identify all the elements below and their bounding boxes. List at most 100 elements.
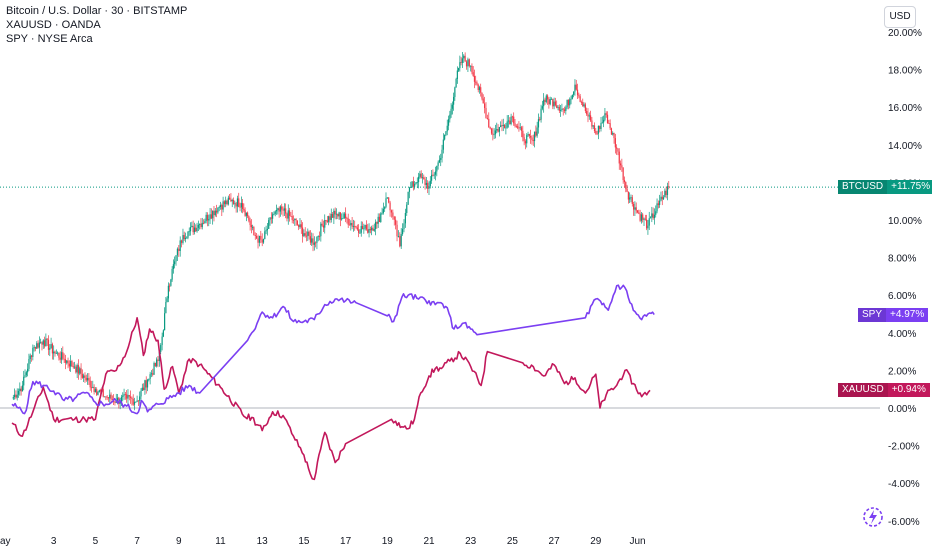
btc-candle	[530, 129, 532, 144]
btc-candle	[27, 363, 29, 377]
btc-candle	[226, 199, 228, 206]
btc-candle	[486, 114, 488, 120]
spy-badge-symbol: SPY	[858, 307, 887, 322]
btc-candle	[221, 203, 223, 217]
btc-candle	[161, 332, 163, 351]
xau-series-line	[11, 317, 651, 481]
btc-candle	[662, 195, 665, 200]
btc-candle	[64, 354, 67, 370]
btc-candle	[90, 380, 93, 393]
btc-candle	[160, 343, 162, 355]
btc-candle	[440, 153, 442, 167]
btc-candle	[532, 134, 534, 146]
btc-candle	[145, 376, 147, 394]
btc-candle	[107, 397, 110, 402]
btc-candle	[92, 380, 94, 389]
btc-candle	[595, 128, 597, 135]
btc-candle	[244, 207, 246, 217]
btc-candle	[610, 127, 613, 136]
btc-candle	[478, 85, 481, 94]
btc-candle	[554, 97, 557, 107]
btc-candle	[597, 125, 600, 140]
btc-candle	[183, 231, 185, 241]
btc-candle	[589, 110, 592, 123]
tradingview-logo-icon[interactable]	[862, 506, 884, 528]
btc-candle	[153, 361, 155, 376]
btc-candle	[215, 204, 218, 218]
btc-candle	[273, 211, 275, 216]
btc-candle	[202, 219, 205, 225]
btc-candle	[265, 225, 267, 235]
legend-spy[interactable]: SPY · NYSE Arca	[6, 33, 93, 45]
btc-candle	[407, 191, 409, 205]
btc-candle	[587, 108, 589, 123]
btc-candle	[282, 206, 284, 217]
currency-button[interactable]: USD	[884, 6, 916, 28]
btc-candle	[281, 203, 283, 215]
legend-xau[interactable]: XAUUSD · OANDA	[6, 19, 101, 31]
btc-candle	[431, 169, 433, 184]
btc-candle	[36, 341, 38, 349]
btc-candle	[288, 207, 291, 222]
btc-candle	[417, 172, 420, 189]
btc-price-badge: BTCUSD +11.75%	[838, 180, 932, 195]
btc-candle	[333, 208, 335, 224]
x-tick-label: 13	[257, 536, 269, 547]
xau-price-badge: XAUUSD +0.94%	[838, 383, 930, 398]
btc-candle	[23, 370, 25, 391]
btc-candle	[571, 94, 573, 100]
x-tick-label: 23	[465, 536, 477, 547]
btc-candle	[616, 144, 618, 155]
btc-candle	[639, 209, 641, 223]
btc-candle	[223, 200, 226, 208]
x-tick-label: 5	[93, 536, 99, 547]
btc-candle	[303, 229, 305, 238]
btc-candle	[410, 181, 412, 189]
btc-candle	[184, 232, 187, 243]
btc-candle	[660, 191, 662, 202]
btc-candle	[526, 133, 528, 148]
btc-candle	[582, 98, 584, 107]
btc-candle	[651, 206, 653, 223]
btc-candle	[24, 369, 26, 378]
btc-candle	[40, 338, 42, 344]
btc-candle	[96, 387, 98, 397]
btc-candle	[77, 359, 80, 380]
btc-candle	[642, 212, 644, 223]
btc-candle	[114, 400, 116, 406]
btc-candle	[583, 102, 585, 108]
btc-candle	[441, 144, 443, 163]
btc-candle	[213, 205, 215, 222]
btc-candle	[588, 112, 590, 120]
btc-candle	[661, 190, 663, 206]
btc-candle	[565, 105, 567, 115]
btc-candle	[569, 97, 571, 109]
btc-candle	[84, 372, 86, 383]
btc-candle	[20, 386, 22, 396]
btc-candle	[33, 345, 35, 352]
btc-candle	[309, 230, 312, 245]
btc-candle	[180, 239, 183, 248]
btc-candle	[648, 211, 650, 231]
xau-badge-symbol: XAUUSD	[838, 383, 888, 398]
btc-candle	[470, 65, 472, 72]
btc-candle	[567, 99, 570, 110]
btc-candle	[592, 125, 594, 129]
btc-candle	[352, 219, 355, 232]
btc-candle	[666, 182, 669, 201]
btc-candle	[463, 54, 465, 63]
btc-candle	[17, 388, 20, 398]
btc-candle	[540, 104, 542, 123]
btc-candle	[364, 224, 366, 231]
y-tick-label: 20.00%	[888, 28, 922, 39]
btc-candle	[467, 57, 469, 72]
btc-candle	[60, 348, 63, 364]
btc-candle	[446, 119, 448, 136]
btc-candle	[342, 212, 344, 219]
y-tick-label: 10.00%	[888, 216, 922, 227]
btc-candle	[123, 388, 125, 400]
btc-candle	[250, 219, 252, 234]
x-tick-label: 7	[134, 536, 140, 547]
legend-btc[interactable]: Bitcoin / U.S. Dollar · 30 · BITSTAMP	[6, 5, 188, 17]
